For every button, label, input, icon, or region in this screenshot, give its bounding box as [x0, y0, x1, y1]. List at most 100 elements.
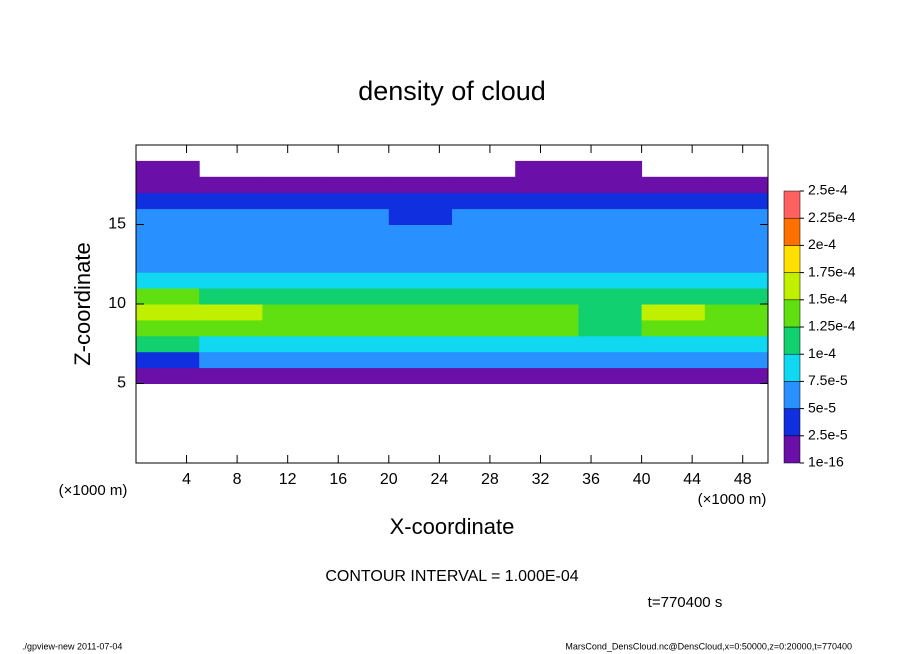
cell — [515, 351, 579, 369]
cell — [388, 319, 453, 337]
cell — [262, 272, 327, 289]
colorbar-box — [783, 435, 801, 464]
cell — [641, 208, 706, 225]
cell — [452, 272, 516, 289]
colorbar-label: 2.5e-5 — [808, 427, 848, 443]
cell — [452, 351, 516, 369]
cell — [515, 208, 579, 225]
cell — [388, 288, 453, 305]
cell — [325, 176, 390, 194]
colorbar-box — [783, 353, 801, 382]
cell — [515, 256, 579, 273]
cell — [452, 192, 516, 210]
colorbar-label: 1e-16 — [808, 454, 844, 470]
cell — [199, 240, 263, 257]
colorbar-label: 5e-5 — [808, 399, 836, 415]
chart-title: density of cloud — [358, 76, 546, 106]
cell — [262, 351, 327, 369]
cell — [136, 288, 200, 305]
cell — [578, 224, 643, 241]
cell — [515, 335, 579, 353]
cell — [704, 304, 769, 321]
cell — [515, 240, 579, 257]
y-tick-label: 10 — [108, 295, 126, 312]
cell — [136, 304, 200, 321]
y-axis-label: Z-coordinate — [70, 242, 95, 366]
cell — [641, 288, 706, 305]
colorbar-box — [783, 245, 801, 273]
cell — [515, 304, 579, 321]
colorbar-label: 7.5e-5 — [808, 372, 848, 388]
cell — [388, 192, 453, 210]
cell — [262, 176, 327, 194]
heatmap — [136, 160, 769, 384]
cell — [578, 256, 643, 273]
x-tick-label: 36 — [582, 471, 600, 488]
cell — [578, 240, 643, 257]
cell — [325, 351, 390, 369]
y-tick-label: 15 — [108, 216, 126, 233]
colorbar-box — [783, 217, 801, 246]
cell — [199, 224, 263, 241]
x-tick-label: 48 — [734, 471, 752, 488]
contour-note: CONTOUR INTERVAL = 1.000E-04 — [325, 568, 578, 585]
cell — [452, 224, 516, 241]
x-tick-label: 28 — [481, 471, 499, 488]
cell — [578, 367, 643, 384]
colorbar-label: 1e-4 — [808, 345, 836, 361]
x-tick-label: 8 — [233, 471, 242, 488]
x-unit: (×1000 m) — [698, 491, 767, 508]
cell — [262, 240, 327, 257]
cell — [388, 224, 453, 241]
cell — [641, 240, 706, 257]
cell — [452, 319, 516, 337]
cell — [262, 335, 327, 353]
cell — [325, 319, 390, 337]
cell — [578, 176, 643, 194]
colorbar-box — [783, 326, 801, 355]
cell — [262, 256, 327, 273]
cell — [641, 367, 706, 384]
cell — [325, 208, 390, 225]
cell — [641, 224, 706, 241]
cell — [325, 240, 390, 257]
cell — [704, 367, 769, 384]
cell — [262, 304, 327, 321]
cell — [452, 208, 516, 225]
cell — [704, 351, 769, 369]
cell — [199, 319, 263, 337]
cell — [452, 367, 516, 384]
x-unit: (×1000 m) — [59, 482, 128, 499]
colorbar-label: 1.5e-4 — [808, 291, 848, 307]
cell — [136, 192, 200, 210]
cell — [578, 351, 643, 369]
cell — [641, 351, 706, 369]
cell — [136, 319, 200, 337]
time-note: t=770400 s — [648, 594, 723, 611]
cell — [136, 367, 200, 384]
x-tick-label: 4 — [182, 471, 191, 488]
colorbar-box — [783, 299, 801, 328]
cell — [325, 272, 390, 289]
cell — [578, 208, 643, 225]
cell — [641, 256, 706, 273]
cell — [452, 256, 516, 273]
cell — [388, 367, 453, 384]
x-tick-label: 44 — [683, 471, 701, 488]
cell — [704, 208, 769, 225]
colorbar-box — [783, 272, 801, 301]
cell — [515, 192, 579, 210]
colorbar-label: 1.25e-4 — [808, 318, 856, 334]
cell — [578, 335, 643, 353]
cell — [704, 272, 769, 289]
colorbar-box — [783, 190, 801, 219]
x-tick-label: 16 — [329, 471, 347, 488]
cell — [325, 335, 390, 353]
cell — [199, 192, 263, 210]
cell — [136, 256, 200, 273]
cell — [136, 160, 200, 178]
cell — [515, 272, 579, 289]
cell — [578, 288, 643, 305]
cell — [262, 192, 327, 210]
cell — [136, 272, 200, 289]
